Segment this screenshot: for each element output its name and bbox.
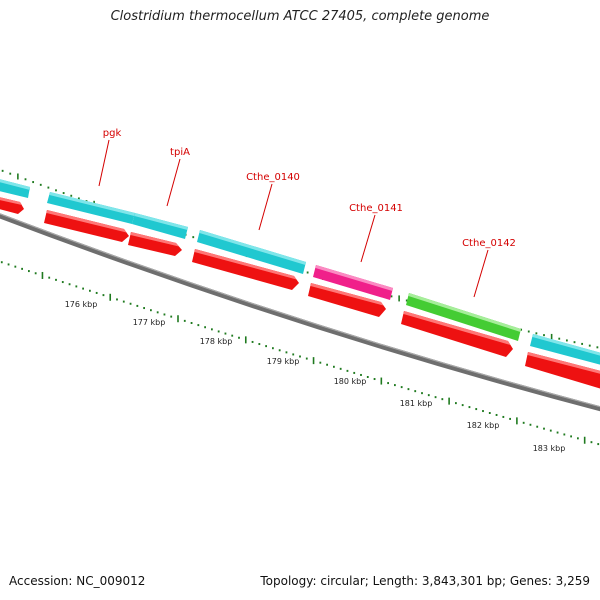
cds-feature[interactable] xyxy=(530,334,600,366)
map-title: Clostridium thermocellum ATCC 27405, com… xyxy=(110,9,490,24)
gene-label-cthe-0141[interactable]: Cthe_0141 xyxy=(349,203,403,214)
cds-feature-cthe-0142[interactable] xyxy=(406,293,521,341)
accession-text: Accession: NC_009012 xyxy=(9,574,146,588)
genome-summary-text: Topology: circular; Length: 3,843,301 bp… xyxy=(260,574,590,588)
cds-feature-tpiA[interactable] xyxy=(132,213,188,239)
top-strand-features xyxy=(0,179,600,366)
scale-label: 181 kbp xyxy=(400,399,433,408)
gene-feature-tpiA[interactable] xyxy=(128,232,182,256)
gene-feature[interactable] xyxy=(525,352,600,390)
gene-label-tpiA[interactable]: tpiA xyxy=(170,147,190,158)
gene-features xyxy=(0,197,600,390)
cds-feature-cthe-0140[interactable] xyxy=(197,230,306,274)
cds-feature-cthe-0141[interactable] xyxy=(313,265,393,300)
scale-label: 179 kbp xyxy=(267,357,300,366)
cds-feature-pgk[interactable] xyxy=(47,192,135,224)
gene-feature-cthe-0140[interactable] xyxy=(192,249,299,290)
gene-label-pgk[interactable]: pgk xyxy=(103,128,122,139)
gene-label-cthe-0142[interactable]: Cthe_0142 xyxy=(462,238,516,249)
gene-feature-cthe-0142[interactable] xyxy=(401,311,513,357)
scale-label: 178 kbp xyxy=(200,337,233,346)
gene-feature-cthe-0141[interactable] xyxy=(308,283,386,317)
gene-feature-pgk[interactable] xyxy=(44,210,129,242)
gene-labels: pgk tpiA Cthe_0140 Cthe_0141 Cthe_0142 xyxy=(103,128,516,249)
scale-label: 176 kbp xyxy=(65,300,98,309)
scale-tick-row xyxy=(0,261,600,446)
gene-label-pointers xyxy=(98,139,489,298)
scale-label: 180 kbp xyxy=(334,377,367,386)
scale-label: 177 kbp xyxy=(133,318,166,327)
gene-label-cthe-0140[interactable]: Cthe_0140 xyxy=(246,172,300,183)
scale-labels: 176 kbp 177 kbp 178 kbp 179 kbp 180 kbp … xyxy=(65,300,566,453)
scale-label: 183 kbp xyxy=(533,444,566,453)
genome-backbone xyxy=(0,213,600,412)
scale-label: 182 kbp xyxy=(467,421,500,430)
